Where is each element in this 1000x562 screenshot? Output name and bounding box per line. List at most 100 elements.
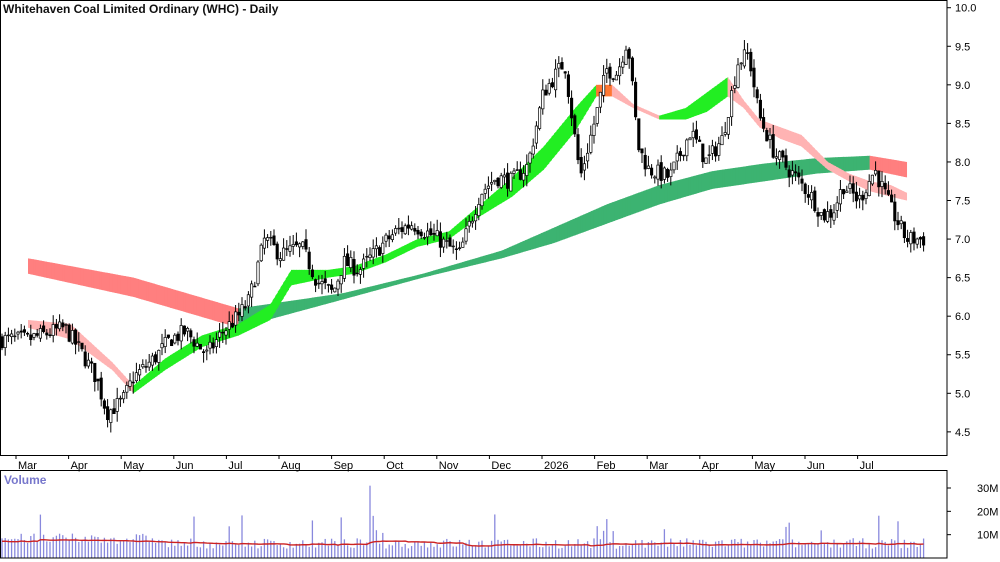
- short-term-ribbon-segment: [617, 89, 621, 101]
- short-term-ribbon-segment: [375, 257, 379, 267]
- long-term-ribbon-segment: [206, 299, 211, 320]
- long-term-ribbon-segment: [667, 182, 671, 203]
- candle-body: [461, 241, 465, 248]
- short-term-ribbon-segment: [688, 104, 692, 119]
- candle-body: [483, 188, 487, 194]
- y-tick-label: 5.0: [955, 388, 970, 400]
- short-term-ribbon-segment: [430, 235, 434, 244]
- long-term-ribbon-segment: [330, 294, 334, 303]
- long-term-ribbon-segment: [88, 269, 92, 288]
- long-term-ribbon-segment: [638, 191, 642, 213]
- short-term-ribbon-segment: [385, 253, 389, 263]
- short-term-ribbon-segment: [180, 347, 184, 361]
- candle-body: [339, 275, 343, 285]
- long-term-ribbon-segment: [183, 292, 187, 313]
- candle-body: [794, 171, 798, 174]
- long-term-ribbon-segment: [669, 181, 673, 202]
- long-term-ribbon-segment: [488, 253, 492, 262]
- short-term-ribbon-segment: [277, 287, 282, 308]
- long-term-ribbon-segment: [674, 180, 679, 200]
- short-term-ribbon-segment: [185, 343, 190, 357]
- candle-body: [570, 97, 574, 119]
- long-term-ribbon-segment: [461, 261, 466, 268]
- candle-body: [736, 64, 740, 88]
- candle-body: [765, 130, 769, 142]
- candle-body: [102, 400, 106, 409]
- long-term-ribbon-segment: [277, 302, 282, 318]
- candle-body: [861, 194, 865, 201]
- short-term-ribbon-segment: [141, 376, 145, 388]
- long-term-ribbon-segment: [614, 200, 618, 221]
- short-term-ribbon-segment: [738, 92, 742, 107]
- short-term-ribbon-segment: [680, 108, 684, 120]
- candle-body: [797, 172, 801, 178]
- y-tick-label: 9.5: [955, 41, 970, 53]
- candle-body: [90, 361, 94, 364]
- long-term-ribbon-segment: [141, 279, 145, 300]
- short-term-ribbon-segment: [485, 197, 489, 213]
- candle-body: [451, 245, 455, 248]
- long-term-ribbon-segment: [506, 247, 510, 257]
- long-term-ribbon-segment: [903, 161, 908, 178]
- candle-body: [128, 380, 132, 387]
- long-term-ribbon-segment: [696, 174, 700, 194]
- short-term-ribbon-segment: [146, 372, 150, 384]
- long-term-ribbon-segment: [304, 298, 308, 310]
- short-term-ribbon-segment: [630, 101, 634, 108]
- candle-body: [557, 63, 561, 69]
- long-term-ribbon-segment: [133, 277, 137, 298]
- short-term-ribbon-segment: [501, 184, 505, 204]
- long-term-ribbon-segment: [690, 176, 694, 196]
- candle-body: [125, 385, 129, 393]
- short-term-ribbon-segment: [493, 190, 497, 208]
- long-term-ribbon-segment: [291, 300, 295, 314]
- candle-body: [582, 163, 586, 171]
- candle-body: [493, 179, 497, 183]
- candle-body: [390, 234, 394, 240]
- volume-tick-label: 30M: [977, 483, 998, 495]
- long-term-ribbon-segment: [456, 262, 460, 270]
- candle-body: [538, 107, 542, 129]
- long-term-ribbon-segment: [548, 228, 552, 245]
- long-term-ribbon-segment: [709, 171, 713, 190]
- candle-body: [237, 311, 241, 316]
- long-term-ribbon-segment: [554, 226, 558, 243]
- long-term-ribbon-segment: [643, 189, 647, 211]
- short-term-ribbon-segment: [267, 304, 271, 322]
- long-term-ribbon-segment: [359, 288, 363, 295]
- short-term-ribbon-segment: [482, 199, 487, 215]
- candle-body: [118, 397, 122, 400]
- candle-body: [42, 325, 46, 332]
- long-term-ribbon-segment: [475, 257, 479, 265]
- long-term-ribbon-segment: [653, 186, 658, 207]
- long-term-ribbon-segment: [138, 279, 142, 300]
- long-term-ribbon-segment: [130, 277, 134, 297]
- candle-body: [710, 145, 714, 154]
- x-tick-label: Mar: [649, 460, 668, 472]
- y-tick-label: 5.5: [955, 350, 970, 362]
- short-term-ribbon-segment: [280, 282, 284, 303]
- candle-body: [858, 195, 862, 200]
- x-tick-label: Jun: [176, 460, 194, 472]
- long-term-ribbon-segment: [701, 173, 705, 193]
- short-term-ribbon-segment: [861, 178, 865, 189]
- y-tick-label: 4.5: [955, 427, 970, 439]
- candle-body: [790, 170, 794, 176]
- long-term-ribbon-segment: [569, 219, 574, 238]
- short-term-ribbon-segment: [490, 193, 495, 210]
- long-term-ribbon-segment: [340, 293, 345, 300]
- chart-title: Whitehaven Coal Limited Ordinary (WHC) -…: [3, 2, 279, 16]
- long-term-ribbon-segment: [164, 286, 168, 307]
- long-term-ribbon-segment: [196, 296, 200, 317]
- candle-body: [323, 278, 327, 284]
- candle-body: [499, 175, 503, 188]
- long-term-ribbon-segment: [301, 298, 305, 311]
- candle-body: [826, 211, 830, 222]
- long-term-ribbon-segment: [806, 158, 810, 176]
- short-term-ribbon-segment: [793, 132, 797, 145]
- short-term-ribbon-segment: [404, 244, 408, 254]
- candle-body: [304, 239, 308, 250]
- short-term-ribbon-segment: [454, 224, 458, 236]
- short-term-ribbon-segment: [745, 103, 750, 115]
- candle-body: [86, 359, 90, 367]
